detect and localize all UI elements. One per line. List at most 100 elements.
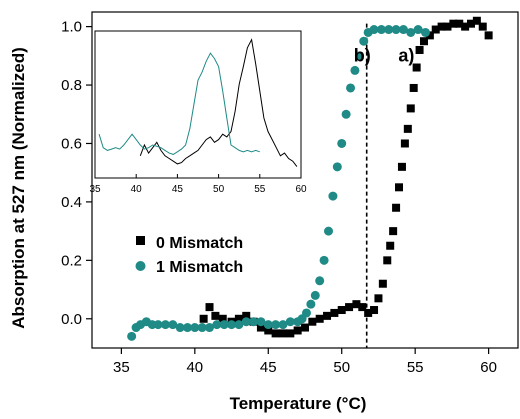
inset-line-0-mismatch	[139, 38, 298, 167]
data-point-1-mismatch	[205, 323, 215, 333]
y-tick-label: 1.0	[61, 19, 82, 36]
data-point-0-mismatch	[205, 303, 214, 312]
data-point-1-mismatch	[359, 36, 369, 46]
data-point-0-mismatch	[358, 303, 367, 312]
legend-label-1-mismatch: 1 Mismatch	[156, 259, 243, 276]
data-point-0-mismatch	[315, 314, 324, 323]
data-point-0-mismatch	[443, 22, 452, 31]
data-point-0-mismatch	[264, 326, 273, 335]
x-tick-label: 35	[113, 359, 130, 376]
data-point-1-mismatch	[256, 317, 266, 327]
data-point-0-mismatch	[386, 241, 395, 250]
data-point-1-mismatch	[310, 290, 320, 300]
data-point-0-mismatch	[383, 256, 392, 265]
data-point-0-mismatch	[392, 203, 401, 212]
data-point-1-mismatch	[376, 25, 386, 35]
inset-plot: 35 40 45 50 55 60	[89, 30, 307, 195]
data-point-0-mismatch	[308, 317, 317, 326]
data-point-0-mismatch	[461, 22, 470, 31]
data-point-1-mismatch	[306, 299, 316, 309]
inset-x-tick-label: 40	[131, 184, 143, 195]
data-point-1-mismatch	[271, 320, 281, 330]
y-tick-label: 0.4	[61, 194, 82, 211]
data-point-1-mismatch	[168, 320, 178, 330]
x-tick-label: 60	[480, 359, 497, 376]
data-point-1-mismatch	[234, 320, 244, 330]
data-point-0-mismatch	[397, 162, 406, 171]
data-point-1-mismatch	[197, 323, 207, 333]
data-point-1-mismatch	[182, 323, 192, 333]
data-point-1-mismatch	[285, 317, 295, 327]
data-point-1-mismatch	[175, 323, 185, 333]
y-tick-label: 0.0	[61, 311, 82, 328]
data-point-1-mismatch	[301, 308, 311, 318]
legend: 0 Mismatch 1 Mismatch	[135, 235, 243, 276]
data-point-1-mismatch	[420, 27, 430, 37]
data-point-0-mismatch	[425, 31, 434, 40]
data-point-0-mismatch	[406, 104, 415, 113]
legend-label-0-mismatch: 0 Mismatch	[156, 235, 243, 252]
data-point-0-mismatch	[370, 306, 379, 315]
data-point-0-mismatch	[364, 308, 373, 317]
data-point-0-mismatch	[484, 31, 493, 40]
data-point-0-mismatch	[472, 16, 481, 25]
data-point-1-mismatch	[227, 320, 237, 330]
data-point-1-mismatch	[219, 320, 229, 330]
data-point-0-mismatch	[301, 323, 309, 332]
data-point-0-mismatch	[256, 323, 265, 332]
data-point-1-mismatch	[354, 51, 364, 61]
data-point-1-mismatch	[346, 83, 356, 93]
main-plot: 35 40 45 50 55 60 0.0 0.2 0.4 0.6 0.8 1.0 a) b)	[61, 11, 519, 376]
data-point-0-mismatch	[403, 124, 412, 133]
data-point-0-mismatch	[278, 329, 287, 338]
y-axis-title: Absorption at 527 nm (Normalized)	[9, 47, 28, 328]
data-point-1-mismatch	[350, 65, 360, 75]
data-point-0-mismatch	[437, 22, 446, 31]
data-point-0-mismatch	[449, 19, 458, 28]
data-point-1-mismatch	[398, 25, 408, 35]
data-point-1-mismatch	[328, 191, 338, 201]
data-point-1-mismatch	[324, 226, 334, 236]
plot-frame	[91, 11, 519, 349]
x-tick-label: 45	[260, 359, 277, 376]
x-tick-label: 50	[333, 359, 350, 376]
data-point-0-mismatch	[455, 19, 464, 28]
data-point-1-mismatch	[391, 25, 401, 35]
legend-marker-0-mismatch	[136, 236, 145, 245]
y-tick-label: 0.8	[61, 77, 82, 94]
data-point-0-mismatch	[400, 139, 409, 148]
data-point-0-mismatch	[211, 311, 220, 320]
data-point-0-mismatch	[234, 314, 243, 323]
data-point-0-mismatch	[286, 329, 295, 338]
annotation-label: a)	[398, 46, 414, 66]
data-point-0-mismatch	[374, 294, 383, 303]
data-point-0-mismatch	[466, 19, 475, 28]
data-point-1-mismatch	[278, 320, 288, 330]
data-point-0-mismatch	[218, 314, 227, 323]
data-point-1-mismatch	[263, 320, 273, 330]
data-point-1-mismatch	[369, 25, 379, 35]
data-point-0-mismatch	[431, 25, 440, 34]
data-point-1-mismatch	[212, 320, 222, 330]
data-point-0-mismatch	[412, 63, 421, 72]
data-point-1-mismatch	[241, 317, 251, 327]
data-point-1-mismatch	[319, 255, 329, 265]
data-point-0-mismatch	[389, 227, 398, 236]
data-point-1-mismatch	[160, 320, 170, 330]
data-point-0-mismatch	[419, 37, 428, 46]
data-point-0-mismatch	[478, 22, 487, 31]
data-point-0-mismatch	[330, 308, 339, 317]
data-point-0-mismatch	[415, 45, 424, 54]
data-point-0-mismatch	[409, 83, 418, 92]
x-tick-label: 40	[186, 359, 203, 376]
y-tick-label: 0.6	[61, 135, 82, 152]
data-point-1-mismatch	[413, 25, 423, 35]
annotation-label: b)	[354, 46, 371, 66]
data-point-0-mismatch	[378, 279, 387, 288]
x-tick-label: 55	[407, 359, 424, 376]
inset-x-tick-label: 35	[89, 184, 101, 195]
y-tick-label: 0.2	[61, 252, 82, 269]
data-point-0-mismatch	[395, 183, 404, 192]
data-point-1-mismatch	[337, 138, 347, 148]
